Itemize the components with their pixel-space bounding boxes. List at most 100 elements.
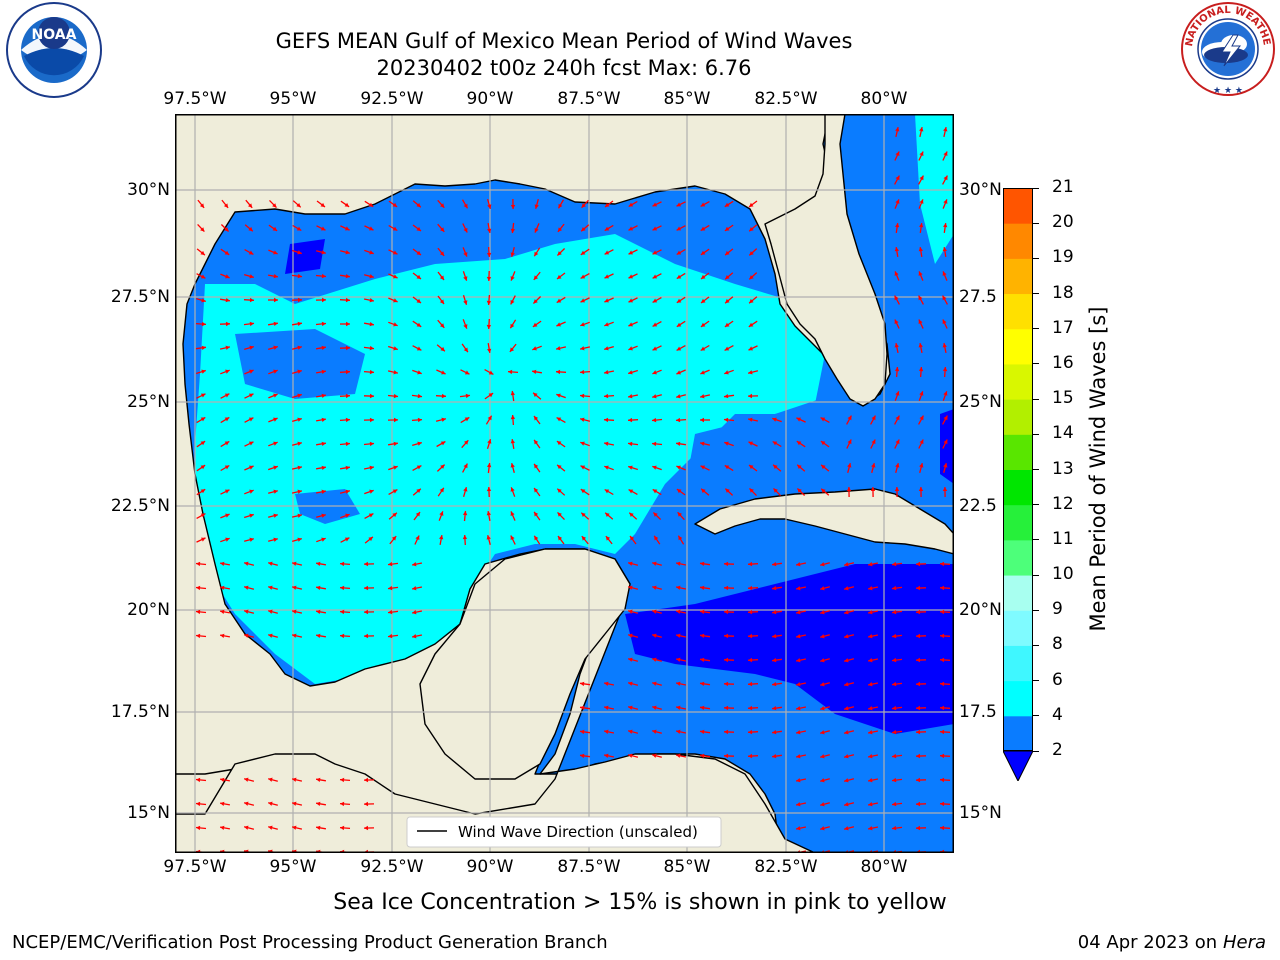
colorbar-tick-mark bbox=[1033, 644, 1039, 646]
wave-direction-arrowhead bbox=[534, 416, 539, 421]
wave-direction-arrowhead bbox=[196, 561, 201, 567]
wave-direction-arrowhead bbox=[248, 441, 254, 446]
wave-direction-arrowhead bbox=[322, 297, 326, 303]
wave-direction-arrowhead bbox=[201, 321, 206, 327]
wave-direction-arrowhead bbox=[268, 561, 273, 566]
wave-direction-arrowhead bbox=[510, 323, 515, 329]
wave-direction-arrowhead bbox=[273, 274, 278, 279]
wave-direction-arrowhead bbox=[916, 777, 921, 783]
wave-direction-arrowhead bbox=[392, 202, 398, 207]
wave-direction-arrowhead bbox=[416, 322, 422, 327]
wave-direction-arrowhead bbox=[847, 415, 852, 421]
cyan-wave-region bbox=[195, 234, 825, 684]
wave-direction-arrowhead bbox=[942, 247, 947, 252]
wave-direction-arrowhead bbox=[392, 250, 398, 255]
colorbar-tick-label: 19 bbox=[1052, 247, 1074, 268]
wave-direction-arrowhead bbox=[292, 777, 297, 782]
wave-direction-arrowhead bbox=[248, 250, 254, 255]
wave-direction-arrowhead bbox=[605, 512, 610, 517]
wave-direction-arrowhead bbox=[486, 300, 492, 305]
wave-direction-arrowhead bbox=[628, 298, 633, 303]
wave-direction-arrowhead bbox=[345, 417, 350, 423]
wave-direction-arrowhead bbox=[844, 610, 849, 615]
wave-direction-arrowhead bbox=[463, 276, 468, 281]
wave-direction-arrowhead bbox=[196, 825, 201, 831]
wave-direction-arrowhead bbox=[604, 681, 609, 686]
wave-direction-arrowhead bbox=[441, 370, 446, 375]
wave-direction-arrowhead bbox=[244, 825, 249, 830]
colorbar-tick-label: 8 bbox=[1052, 634, 1063, 655]
wave-direction-arrowhead bbox=[462, 535, 468, 540]
map-legend: Wind Wave Direction (unscaled) bbox=[406, 816, 722, 848]
wave-direction-arrowhead bbox=[273, 489, 278, 494]
wave-direction-arrowhead bbox=[244, 633, 249, 638]
wave-direction-arrowhead bbox=[200, 417, 206, 422]
footer-org: NCEP/EMC/Verification Post Processing Pr… bbox=[12, 932, 608, 953]
lon-label: 97.5°W bbox=[163, 857, 227, 877]
wave-direction-arrowhead bbox=[868, 610, 873, 615]
colorbar-cell bbox=[1003, 645, 1033, 682]
wave-direction-arrowhead bbox=[846, 487, 852, 491]
wave-direction-arrowhead bbox=[918, 247, 923, 252]
wave-direction-arrowhead bbox=[297, 273, 302, 279]
wave-direction-arrowhead bbox=[820, 706, 825, 711]
land-florida bbox=[764, 114, 888, 407]
wave-direction-arrowhead bbox=[510, 511, 515, 516]
wave-direction-arrowhead bbox=[249, 369, 254, 374]
wave-direction-arrowhead bbox=[652, 441, 657, 447]
wave-direction-arrowhead bbox=[700, 729, 705, 734]
colorbar-label: Mean Period of Wind Waves [s] bbox=[1086, 306, 1110, 632]
wave-direction-arrowhead bbox=[200, 274, 206, 279]
wave-direction-arrowhead bbox=[200, 250, 205, 256]
wave-direction-arrowhead bbox=[820, 682, 825, 687]
wave-direction-arrowhead bbox=[652, 489, 658, 494]
wave-direction-arrowhead bbox=[652, 753, 657, 758]
wave-direction-arrowhead bbox=[796, 826, 801, 831]
wave-direction-arrowhead bbox=[510, 487, 515, 492]
wave-direction-arrowhead bbox=[510, 535, 515, 540]
wave-direction-arrowhead bbox=[393, 465, 398, 470]
wave-direction-arrowhead bbox=[316, 561, 321, 566]
wave-direction-arrowhead bbox=[580, 729, 585, 735]
wave-direction-arrowhead bbox=[628, 681, 633, 686]
colorbar-tick-label: 4 bbox=[1052, 704, 1063, 725]
wave-direction-arrowhead bbox=[464, 440, 469, 445]
wave-direction-arrowhead bbox=[487, 415, 492, 421]
wave-direction-arrowhead bbox=[340, 585, 345, 591]
wave-direction-arrowhead bbox=[892, 801, 897, 807]
colorbar bbox=[1003, 188, 1033, 781]
wave-direction-arrowhead bbox=[724, 394, 729, 399]
wave-direction-arrowhead bbox=[292, 801, 297, 806]
wave-direction-arrowhead bbox=[345, 226, 350, 231]
wave-direction-arrowhead bbox=[292, 561, 297, 566]
footer-host: Hera bbox=[1222, 932, 1266, 953]
wave-direction-arrowhead bbox=[652, 657, 657, 662]
wave-direction-arrowhead bbox=[556, 441, 562, 446]
wave-direction-arrowhead bbox=[297, 393, 302, 398]
wave-direction-arrowhead bbox=[844, 562, 849, 567]
wave-direction-arrowhead bbox=[652, 370, 657, 375]
wave-direction-arrowhead bbox=[440, 227, 445, 232]
wave-direction-arrowhead bbox=[487, 228, 492, 233]
wave-direction-arrowhead bbox=[463, 300, 468, 305]
wave-direction-arrowhead bbox=[844, 634, 849, 639]
wave-direction-arrowhead bbox=[388, 561, 393, 567]
wave-direction-arrowhead bbox=[892, 681, 897, 687]
wave-direction-arrowhead bbox=[919, 127, 924, 132]
wave-direction-arrowhead bbox=[700, 681, 705, 686]
wave-direction-arrowhead bbox=[220, 633, 225, 638]
colorbar-tick-mark bbox=[1033, 187, 1039, 189]
wave-direction-arrowhead bbox=[700, 394, 705, 399]
colorbar-cell bbox=[1003, 363, 1033, 400]
wave-direction-arrowhead bbox=[797, 488, 802, 493]
colorbar-tick-mark bbox=[1033, 469, 1039, 470]
wave-direction-arrowhead bbox=[200, 465, 206, 470]
wave-direction-arrowhead bbox=[796, 586, 801, 591]
wave-direction-arrowhead bbox=[440, 203, 445, 208]
wave-direction-arrowhead bbox=[580, 274, 586, 279]
wave-direction-arrowhead bbox=[532, 346, 537, 351]
wave-direction-arrowhead bbox=[676, 370, 681, 375]
wave-direction-arrowhead bbox=[919, 439, 924, 445]
wave-direction-arrowhead bbox=[628, 274, 633, 279]
wave-direction-arrowhead bbox=[604, 393, 609, 399]
